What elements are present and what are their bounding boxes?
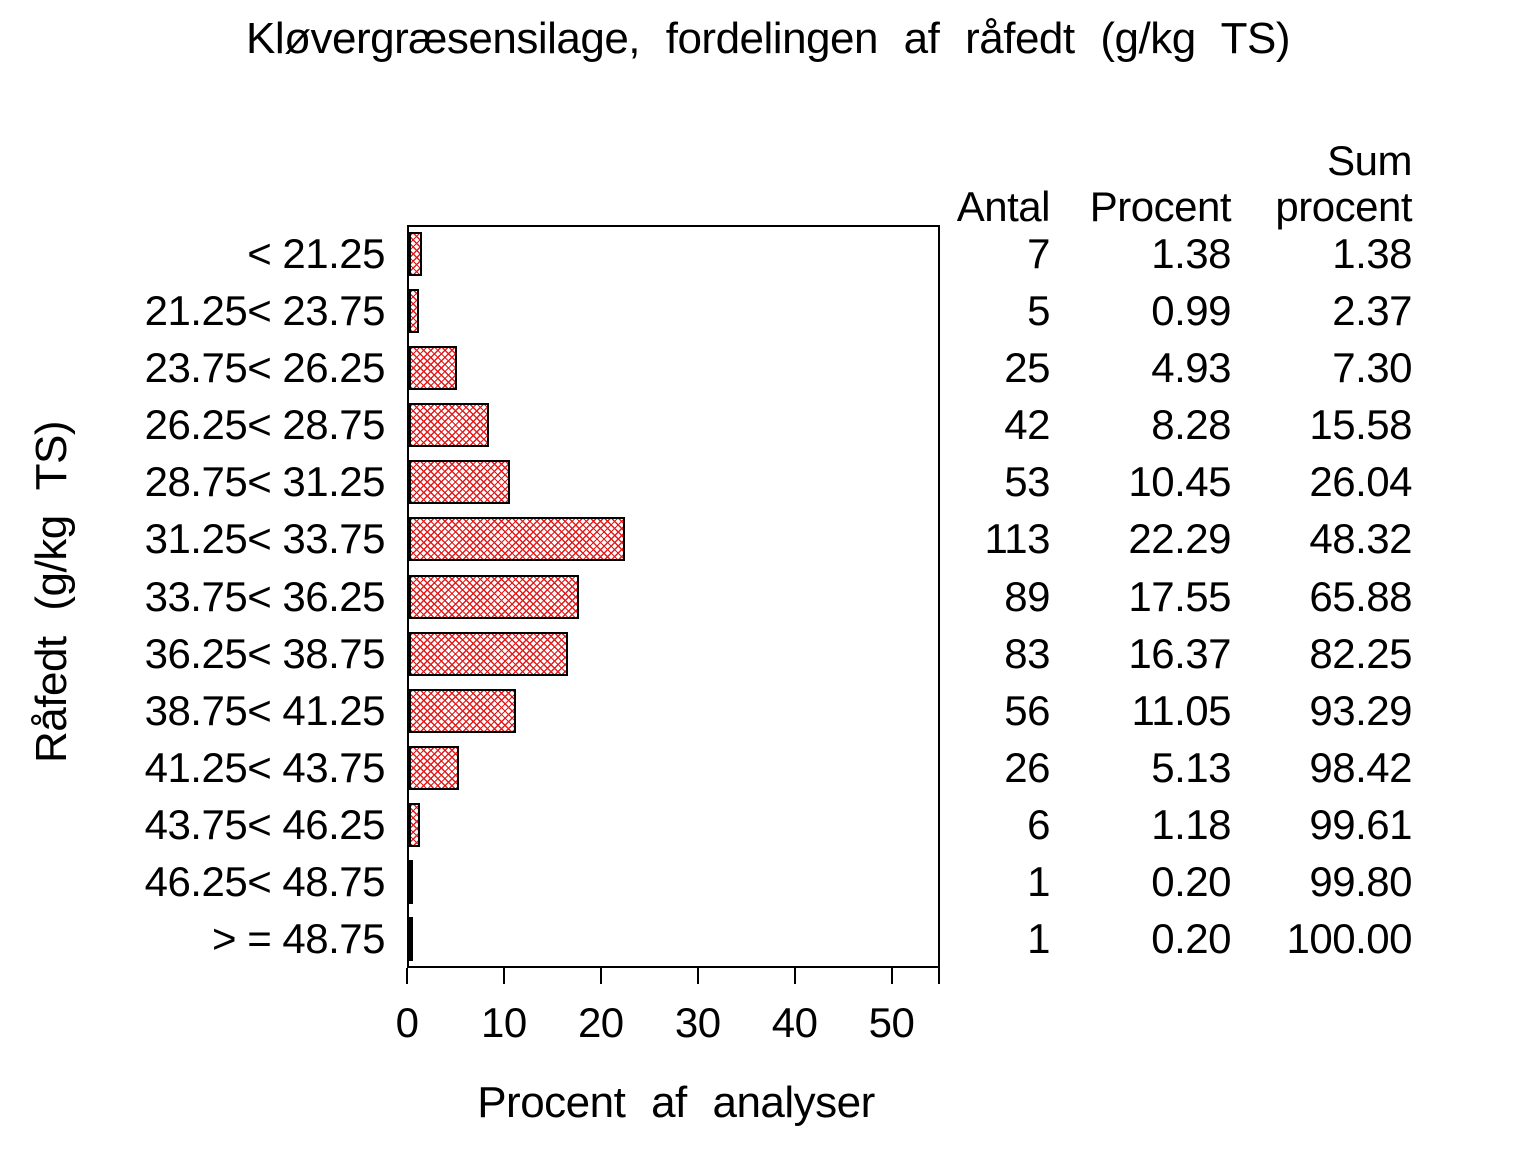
category-label: 43.75< 46.25 (144, 801, 386, 849)
plot-area (407, 225, 940, 968)
x-tick-label: 10 (481, 999, 527, 1046)
table-cell-procent: 5.13 (1151, 743, 1231, 791)
table-cell-antal: 89 (1004, 572, 1050, 620)
table-cell-procent: 1.38 (1151, 229, 1231, 277)
bar-36.25< 38.75 (409, 631, 568, 676)
table-cell-antal: 42 (1004, 401, 1050, 449)
table-cell-procent: 10.45 (1128, 458, 1231, 506)
table-cell-antal: 83 (1004, 629, 1050, 677)
table-cell-procent: 11.05 (1131, 686, 1232, 734)
bar-33.75< 36.25 (409, 574, 580, 619)
table-cell-procent: 4.93 (1151, 343, 1231, 391)
category-label: 38.75< 41.25 (144, 686, 386, 734)
bar-31.25< 33.75 (409, 517, 625, 562)
table-cell-sum: 7.30 (1332, 343, 1412, 391)
category-label: < 21.25 (247, 229, 385, 277)
table-cell-procent: 0.20 (1151, 915, 1231, 963)
table-cell-antal: 1 (1027, 915, 1050, 963)
table-cell-sum: 98.42 (1309, 743, 1412, 791)
x-axis-end-tick (938, 968, 940, 984)
category-label: 46.25< 48.75 (144, 858, 386, 906)
x-tick (890, 968, 893, 984)
bar-38.75< 41.25 (409, 688, 517, 733)
table-cell-sum: 2.37 (1332, 286, 1412, 334)
x-tick-label: 40 (771, 999, 818, 1046)
category-label: 28.75< 31.25 (144, 458, 386, 506)
bar-26.25< 28.75 (409, 403, 490, 448)
table-header-procent: Procent (1089, 183, 1232, 230)
table-cell-procent: 0.99 (1151, 286, 1231, 334)
table-cell-procent: 1.18 (1151, 801, 1231, 849)
bar-41.25< 43.75 (409, 745, 459, 790)
category-label: 31.25< 33.75 (144, 515, 386, 563)
bar-43.75< 46.25 (409, 803, 421, 848)
bar-21.25< 23.75 (409, 288, 419, 333)
table-cell-sum: 1.38 (1332, 229, 1412, 277)
table-cell-sum: 15.58 (1309, 401, 1412, 449)
table-cell-antal: 7 (1027, 229, 1050, 277)
table-cell-antal: 1 (1027, 858, 1050, 906)
table-cell-procent: 17.55 (1128, 572, 1231, 620)
y-axis-title: Råfedt (g/kg TS) (27, 421, 76, 763)
table-cell-antal: 25 (1004, 343, 1050, 391)
table-header-sum-line1: Sum (1327, 137, 1412, 184)
bar-< 21.25 (409, 231, 423, 276)
table-cell-sum: 82.25 (1309, 629, 1412, 677)
table-cell-sum: 65.88 (1309, 572, 1412, 620)
x-tick (502, 968, 505, 984)
table-cell-procent: 0.20 (1151, 858, 1231, 906)
category-label: 23.75< 26.25 (144, 343, 386, 391)
bar-> = 48.75 (409, 917, 413, 962)
bar-23.75< 26.25 (409, 345, 457, 390)
x-tick (406, 968, 408, 984)
table-cell-sum: 93.29 (1309, 686, 1412, 734)
table-cell-antal: 113 (984, 515, 1051, 563)
table-cell-procent: 8.28 (1151, 401, 1231, 449)
x-axis-title: Procent af analyser (477, 1078, 875, 1127)
table-cell-antal: 56 (1004, 686, 1050, 734)
category-label: > = 48.75 (212, 915, 386, 963)
table-cell-antal: 5 (1027, 286, 1050, 334)
category-label: 41.25< 43.75 (144, 743, 386, 791)
table-header-antal: Antal (956, 183, 1051, 230)
table-cell-antal: 26 (1004, 743, 1050, 791)
table-cell-sum: 99.80 (1309, 858, 1412, 906)
table-cell-sum: 26.04 (1309, 458, 1412, 506)
table-cell-antal: 53 (1004, 458, 1050, 506)
bar-28.75< 31.25 (409, 460, 511, 505)
category-label: 26.25< 28.75 (144, 401, 386, 449)
x-tick-label: 20 (577, 999, 624, 1046)
chart-title: Kløvergræsensilage, fordelingen af råfed… (246, 14, 1290, 63)
table-cell-sum: 99.61 (1309, 801, 1412, 849)
table-cell-sum: 48.32 (1309, 515, 1412, 563)
x-tick (696, 968, 699, 984)
table-cell-procent: 22.29 (1128, 515, 1231, 563)
category-label: 36.25< 38.75 (144, 629, 386, 677)
table-header-sum-line2: procent (1275, 183, 1412, 230)
table-cell-sum: 100.00 (1286, 915, 1413, 963)
x-tick (793, 968, 796, 984)
table-cell-antal: 6 (1027, 801, 1050, 849)
bar-46.25< 48.75 (409, 860, 413, 905)
category-label: 33.75< 36.25 (144, 572, 386, 620)
category-label: 21.25< 23.75 (144, 286, 386, 334)
x-tick (599, 968, 602, 984)
x-tick-label: 0 (395, 999, 419, 1046)
x-tick-label: 30 (674, 999, 721, 1046)
x-tick-label: 50 (868, 999, 915, 1046)
table-cell-procent: 16.37 (1128, 629, 1231, 677)
